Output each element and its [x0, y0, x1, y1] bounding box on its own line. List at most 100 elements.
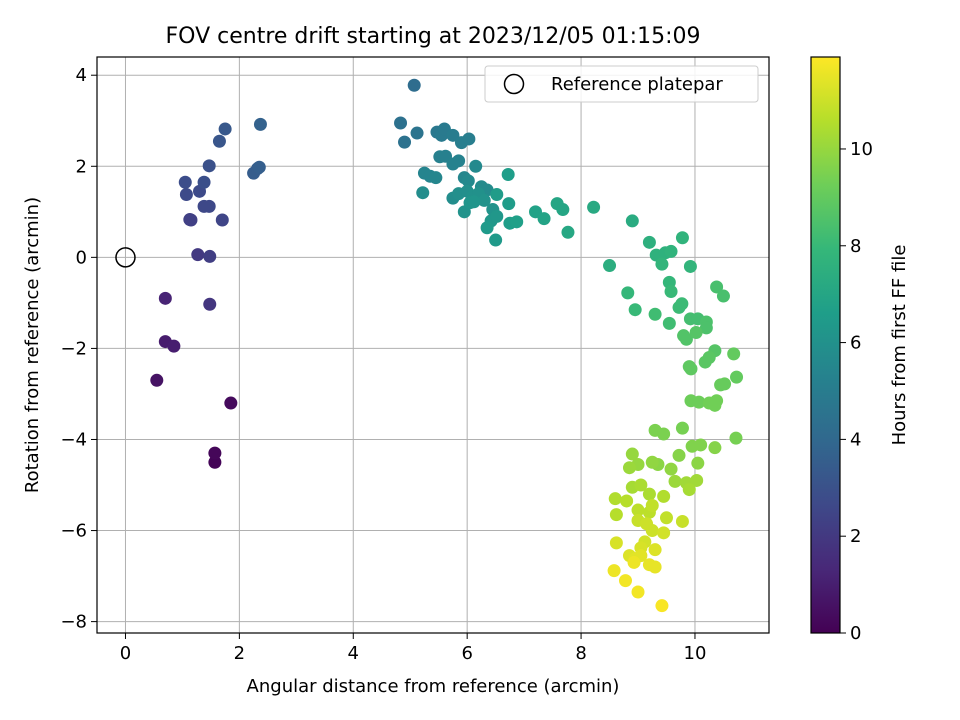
data-point	[477, 193, 491, 207]
data-point	[467, 195, 481, 209]
y-tick-label: 4	[76, 65, 87, 86]
data-point	[197, 175, 211, 189]
data-point	[446, 128, 460, 142]
x-tick-label: 6	[461, 643, 472, 664]
colorbar-tick-label: 2	[850, 526, 861, 547]
y-axis-ticks: −8 −6 −4 −2 0 2 4	[60, 65, 97, 633]
data-point	[631, 585, 645, 599]
data-point	[625, 447, 639, 461]
data-point	[158, 291, 172, 305]
colorbar-tick-label: 4	[850, 429, 861, 450]
data-point	[708, 441, 722, 455]
data-point	[648, 543, 662, 557]
data-points	[115, 78, 744, 613]
data-point	[469, 159, 483, 173]
data-point	[699, 321, 713, 335]
data-point	[607, 564, 621, 578]
data-point	[203, 297, 217, 311]
legend-label: Reference platepar	[551, 74, 723, 95]
data-point	[561, 225, 575, 239]
data-point	[675, 514, 689, 528]
data-point	[178, 175, 192, 189]
data-point	[202, 159, 216, 173]
data-point	[489, 233, 503, 247]
data-point	[657, 526, 671, 540]
data-point	[621, 286, 635, 300]
data-point	[675, 421, 689, 435]
colorbar	[810, 56, 841, 634]
data-point	[253, 117, 267, 131]
colorbar-ticks: 0 2 4 6 8 10	[840, 139, 873, 644]
data-point	[628, 303, 642, 317]
data-point	[668, 474, 682, 488]
data-point	[664, 284, 678, 298]
colorbar-tick-label: 10	[850, 139, 873, 160]
data-point	[462, 132, 476, 146]
y-tick-label: 2	[76, 156, 87, 177]
data-point	[657, 489, 671, 503]
data-point	[537, 212, 551, 226]
x-axis-label: Angular distance from reference (arcmin)	[247, 676, 620, 697]
y-tick-label: 0	[76, 247, 87, 268]
data-point	[682, 483, 696, 497]
data-point	[625, 214, 639, 228]
y-tick-label: −2	[60, 338, 87, 359]
data-point	[490, 209, 504, 223]
x-tick-label: 10	[684, 643, 707, 664]
data-point	[510, 215, 524, 229]
data-point	[645, 499, 659, 513]
data-point	[730, 370, 744, 384]
data-point	[501, 167, 515, 181]
data-point	[716, 289, 730, 303]
data-point	[627, 555, 641, 569]
x-tick-label: 4	[348, 643, 359, 664]
data-point	[480, 221, 494, 235]
data-point	[603, 259, 617, 273]
data-point	[252, 160, 266, 174]
legend-box	[484, 65, 759, 103]
data-point	[648, 307, 662, 321]
data-point	[461, 174, 475, 188]
y-axis-label: Rotation from reference (arcmin)	[22, 197, 43, 493]
data-point	[642, 235, 656, 249]
data-point	[224, 396, 238, 410]
data-point	[618, 574, 632, 588]
data-point	[631, 503, 645, 517]
data-point	[648, 560, 662, 574]
legend-marker-open-circle	[503, 73, 525, 95]
data-point	[679, 332, 693, 346]
data-point	[634, 478, 648, 492]
data-point	[167, 339, 181, 353]
data-point	[416, 186, 430, 200]
reference-platepar-point	[115, 247, 136, 268]
data-point	[208, 446, 222, 460]
colorbar-label: Hours from first FF file	[889, 245, 910, 446]
data-point	[184, 213, 198, 227]
data-point	[690, 473, 704, 487]
data-point	[655, 257, 669, 271]
data-point	[202, 199, 216, 213]
data-point	[608, 492, 622, 506]
data-point	[587, 200, 601, 214]
data-point	[429, 171, 443, 185]
x-tick-label: 0	[120, 643, 131, 664]
data-point	[556, 203, 570, 217]
data-point	[684, 362, 698, 376]
data-point	[218, 122, 232, 136]
x-axis-ticks: 0 2 4 6 8 10	[120, 633, 707, 664]
chart-title: FOV centre drift starting at 2023/12/05 …	[166, 24, 701, 49]
legend: Reference platepar	[484, 65, 759, 103]
data-point	[710, 280, 724, 294]
data-point	[664, 462, 678, 476]
data-point	[398, 135, 412, 149]
data-point	[609, 508, 623, 522]
data-point	[727, 347, 741, 361]
data-point	[714, 378, 728, 392]
data-point	[215, 213, 229, 227]
colorbar-tick-label: 8	[850, 236, 861, 257]
data-point	[452, 154, 466, 168]
data-point	[407, 78, 421, 92]
data-point	[208, 455, 222, 469]
data-point	[191, 248, 205, 262]
